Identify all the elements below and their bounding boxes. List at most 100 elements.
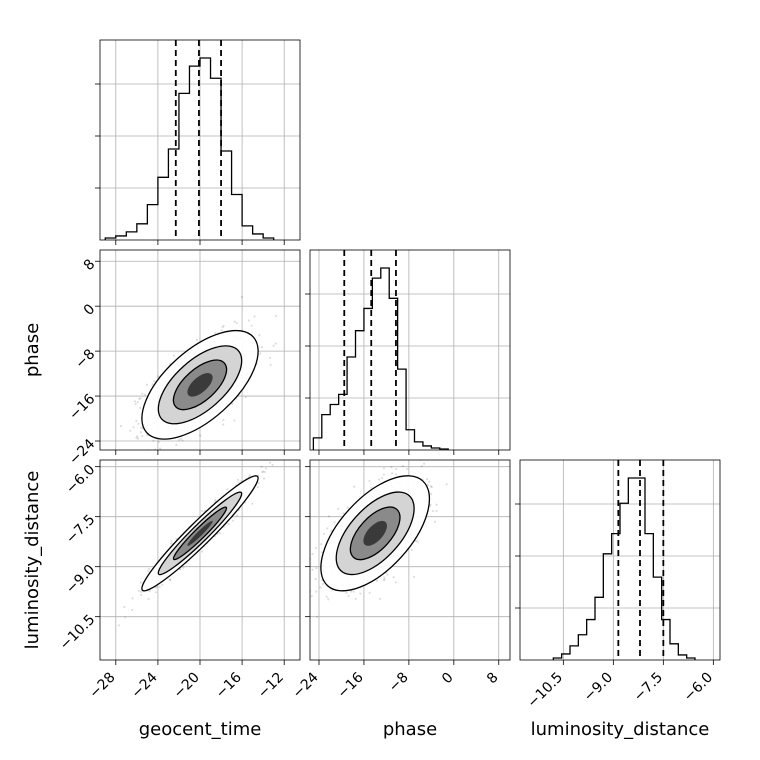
sample-point	[160, 484, 162, 486]
sample-point	[233, 320, 236, 323]
x-tick-label: −24	[290, 669, 322, 701]
sample-point	[315, 590, 318, 593]
sample-point	[406, 467, 409, 470]
sample-point	[152, 439, 155, 442]
sample-point	[435, 503, 438, 506]
sample-point	[320, 543, 323, 546]
sample-point	[139, 397, 142, 400]
sample-point	[170, 540, 173, 543]
sample-point	[426, 478, 429, 481]
x-tick-label: −24	[129, 669, 161, 701]
sample-point	[148, 567, 151, 570]
x-tick-label: −12	[255, 670, 287, 702]
sample-point	[382, 579, 385, 582]
sample-point	[410, 549, 413, 552]
y-axis-label-phase: phase	[22, 323, 43, 377]
panel-content	[295, 460, 448, 618]
x-axis-label-luminosity_distance: luminosity_distance	[531, 719, 710, 740]
sample-point	[222, 418, 225, 421]
sample-point	[124, 616, 127, 619]
sample-point	[394, 473, 398, 476]
y-tick-label: 8	[81, 256, 99, 274]
x-axis-label-geocent_time: geocent_time	[139, 719, 262, 740]
sample-point	[301, 574, 303, 576]
sample-point	[269, 356, 272, 359]
sample-point	[153, 380, 156, 383]
histogram-step-phase	[312, 267, 449, 450]
sample-point	[416, 540, 419, 543]
sample-point	[264, 467, 268, 470]
sample-point	[383, 578, 386, 581]
panel-frame	[309, 249, 511, 451]
sample-point	[240, 296, 243, 299]
sample-point	[295, 601, 297, 603]
sample-point	[258, 334, 261, 337]
sample-point	[327, 515, 331, 518]
sample-point	[269, 363, 272, 366]
panel-content	[117, 455, 274, 627]
sample-point	[218, 532, 221, 535]
y-tick-label: −9.0	[63, 562, 98, 597]
sample-point	[346, 506, 349, 509]
x-tick-label: 0	[439, 670, 457, 688]
sample-point	[310, 595, 313, 598]
sample-point	[375, 579, 379, 582]
sample-point	[256, 486, 259, 489]
sample-point	[429, 485, 432, 488]
sample-point	[214, 499, 217, 502]
sample-point	[359, 592, 362, 595]
sample-point	[231, 402, 234, 405]
sample-point	[175, 444, 178, 447]
sample-point	[325, 595, 328, 598]
panel-content	[119, 296, 278, 486]
sample-point	[316, 615, 319, 618]
sample-point	[231, 519, 234, 522]
sample-point	[342, 512, 345, 515]
panel-frame	[309, 459, 511, 661]
sample-point	[260, 465, 263, 468]
density-contour	[187, 373, 213, 397]
sample-point	[261, 471, 264, 474]
sample-point	[321, 582, 325, 586]
sample-point	[315, 567, 318, 570]
sample-point	[214, 331, 217, 334]
sample-point	[148, 590, 151, 593]
sample-point	[139, 431, 142, 434]
sample-point	[390, 466, 393, 469]
sample-point	[195, 338, 198, 341]
sample-point	[201, 550, 204, 553]
sample-point	[303, 544, 305, 546]
sample-point	[271, 455, 273, 457]
sample-point	[386, 573, 389, 576]
y-tick-label: −7.5	[63, 512, 98, 547]
sample-point	[117, 624, 120, 627]
sample-point	[304, 552, 306, 554]
sample-point	[221, 326, 224, 329]
sample-point	[320, 551, 323, 554]
sample-point	[430, 485, 433, 489]
sample-point	[141, 435, 144, 438]
sample-point	[274, 342, 277, 345]
sample-point	[370, 486, 373, 489]
panel-frame	[519, 459, 721, 661]
sample-point	[333, 521, 336, 524]
sample-point	[394, 581, 397, 584]
histogram-step-geocent_time	[104, 57, 275, 240]
sample-point	[220, 329, 223, 332]
sample-point	[145, 383, 149, 386]
x-tick-label: −20	[171, 670, 203, 702]
y-tick-label: −8	[72, 346, 98, 372]
sample-point	[259, 352, 262, 355]
histogram-step-luminosity_distance	[552, 477, 696, 660]
sample-point	[420, 465, 423, 468]
sample-point	[157, 440, 160, 443]
sample-point	[235, 321, 238, 325]
y-tick-label: −6.0	[63, 462, 98, 497]
x-tick-label: −8	[386, 670, 412, 696]
sample-point	[157, 375, 160, 378]
sample-point	[319, 586, 322, 589]
x-tick-label: −16	[213, 669, 245, 701]
density-contour	[363, 520, 387, 546]
sample-point	[435, 510, 438, 513]
